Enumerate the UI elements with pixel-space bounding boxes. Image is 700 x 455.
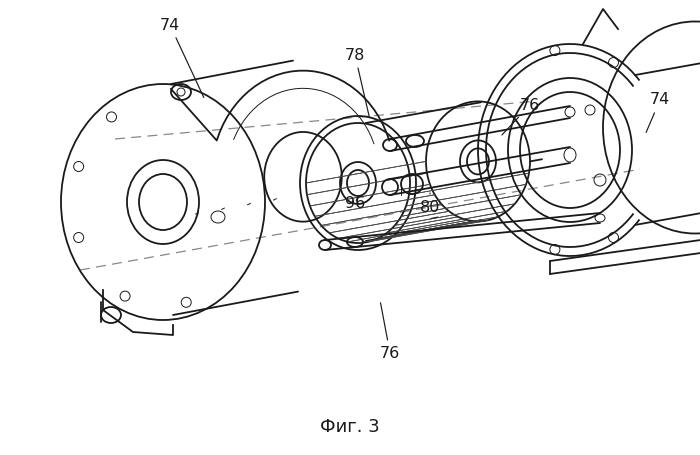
Text: 74: 74 — [646, 92, 670, 132]
Text: 96: 96 — [345, 196, 365, 211]
Text: 74: 74 — [160, 17, 204, 97]
Text: 78: 78 — [345, 47, 370, 117]
Text: 80: 80 — [420, 193, 440, 214]
Text: Фиг. 3: Фиг. 3 — [320, 418, 380, 436]
Text: 76: 76 — [502, 97, 540, 135]
Text: 76: 76 — [380, 303, 400, 360]
